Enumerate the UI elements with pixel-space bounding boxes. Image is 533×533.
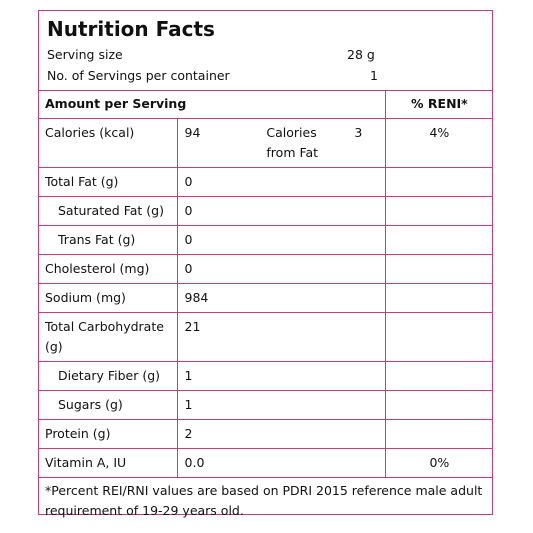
nutrient-label: Vitamin A, IU — [38, 448, 178, 478]
nutrient-value: 0 — [177, 167, 386, 197]
nutrient-table: Amount per Serving% RENI* Calories (kcal… — [38, 90, 493, 524]
sub-value: 3 — [347, 118, 386, 168]
nutrient-value: 984 — [177, 283, 386, 313]
sub-label: Calories from Fat — [259, 118, 348, 168]
nutrition-label: Nutrition Facts Serving size 28 g No. of… — [38, 10, 493, 524]
nutrient-label: Calories (kcal) — [38, 118, 178, 168]
serving-size-value: 28 g — [347, 47, 375, 62]
nutrient-value: 1 — [177, 390, 386, 420]
nutrient-label: Dietary Fiber (g) — [38, 361, 178, 391]
nutrient-value: 0.0 — [177, 448, 386, 478]
percent: 0% — [384, 448, 493, 478]
percent — [384, 225, 493, 255]
percent — [384, 312, 493, 362]
percent — [384, 390, 493, 420]
nutrient-label: Sugars (g) — [38, 390, 178, 420]
percent: 4% — [384, 118, 493, 168]
percent — [384, 283, 493, 313]
column-header: Amount per Serving — [38, 90, 386, 119]
nutrient-value: 0 — [177, 225, 386, 255]
nutrient-label: Cholesterol (mg) — [38, 254, 178, 284]
nutrient-label: Total Carbohydrate (g) — [38, 312, 178, 362]
nutrient-label: Sodium (mg) — [38, 283, 178, 313]
nutrient-label: Total Fat (g) — [38, 167, 178, 197]
servings-value: 1 — [370, 68, 378, 83]
footnote: *Percent REI/RNI values are based on PDR… — [38, 477, 493, 524]
percent — [384, 254, 493, 284]
nutrient-value: 1 — [177, 361, 386, 391]
nutrient-label: Saturated Fat (g) — [38, 196, 178, 226]
servings-label: No. of Servings per container — [47, 68, 230, 83]
percent — [384, 196, 493, 226]
nutrient-value: 0 — [177, 196, 386, 226]
nutrient-value: 0 — [177, 254, 386, 284]
title: Nutrition Facts — [47, 17, 215, 41]
nutrient-value: 94 — [177, 118, 260, 168]
nutrient-label: Protein (g) — [38, 419, 178, 449]
column-header: % RENI* — [384, 90, 493, 119]
nutrient-value: 2 — [177, 419, 386, 449]
percent — [384, 361, 493, 391]
nutrient-label: Trans Fat (g) — [38, 225, 178, 255]
nutrient-value: 21 — [177, 312, 386, 362]
percent — [384, 419, 493, 449]
serving-size-label: Serving size — [47, 47, 123, 62]
percent — [384, 167, 493, 197]
